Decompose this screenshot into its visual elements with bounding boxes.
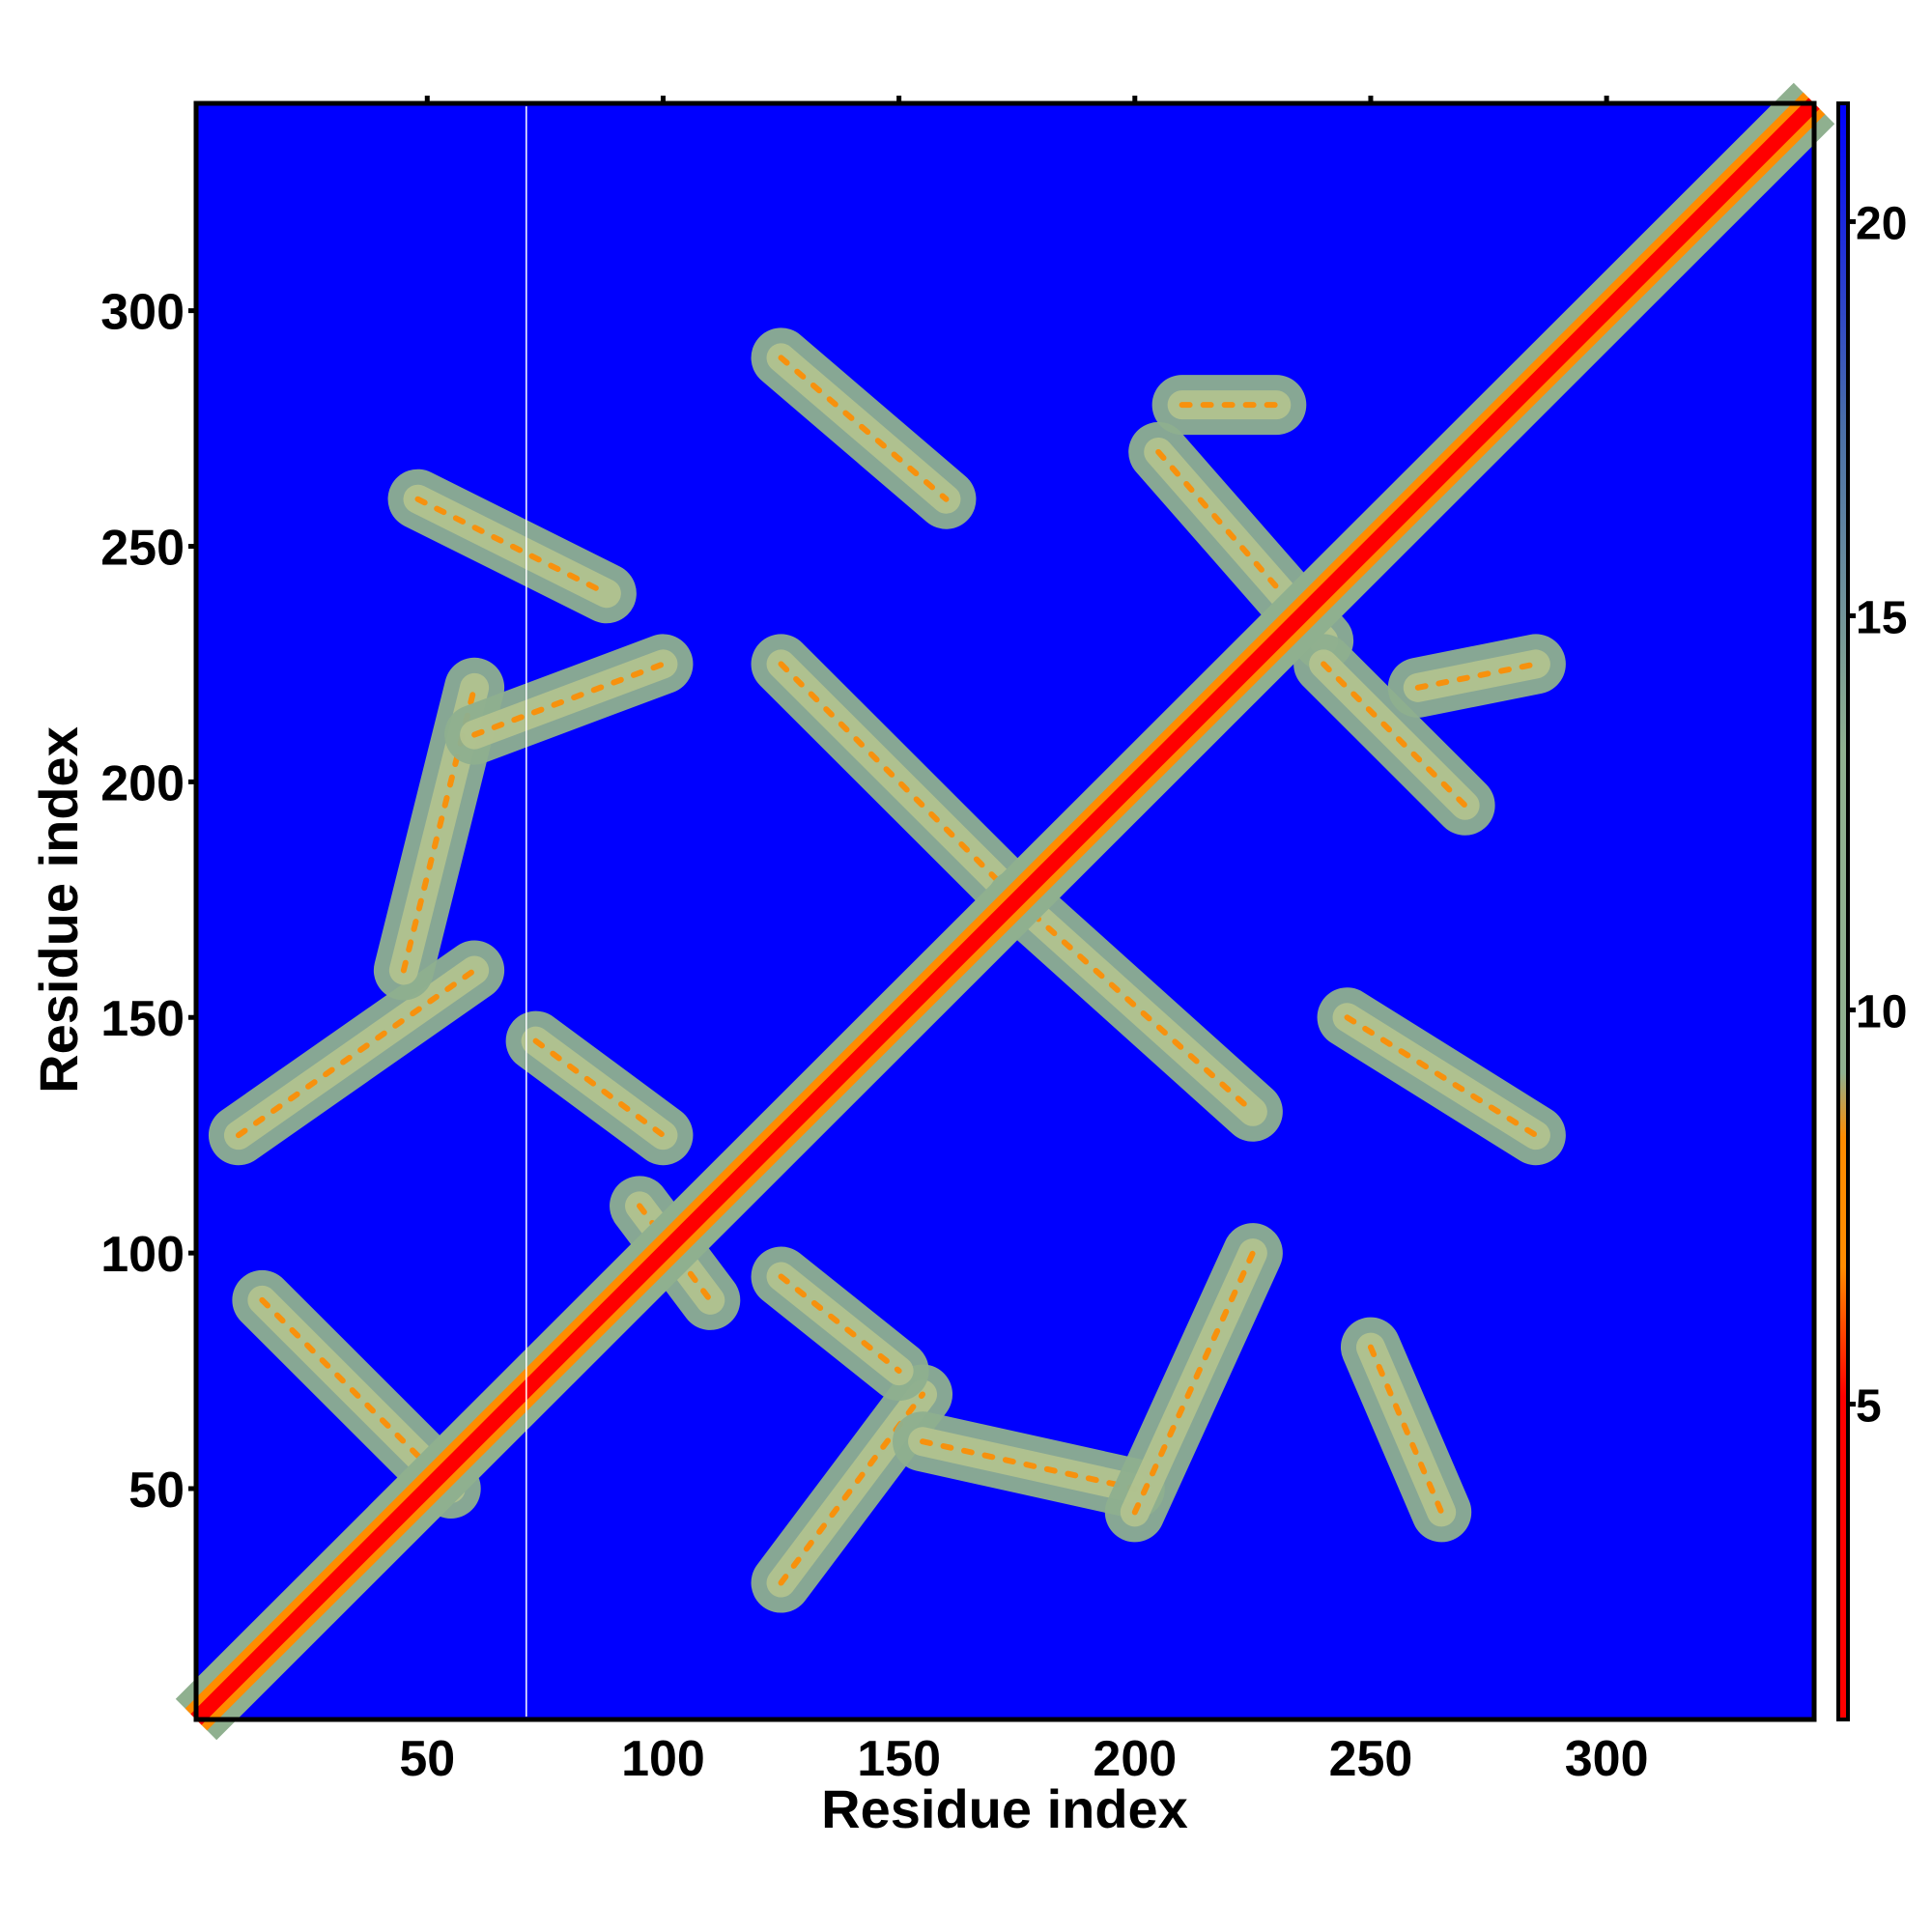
contact-band-core	[778, 355, 950, 502]
contact-band	[505, 1010, 694, 1166]
contact-band	[1317, 987, 1566, 1166]
colorbar-tick-label: 10	[1856, 987, 1907, 1038]
y-tick-label: 300	[100, 285, 185, 341]
y-axis-ticks: 50 100 150 200 250 300	[100, 285, 196, 1519]
contact-band-core	[1367, 1344, 1445, 1516]
y-axis-title: Residue index	[28, 726, 89, 1094]
x-tick-label: 200	[1093, 1731, 1177, 1787]
colorbar-tick-label: 15	[1856, 592, 1907, 643]
y-tick-label: 150	[100, 991, 185, 1047]
contact-band	[444, 634, 694, 765]
colorbar-tick-label: 20	[1856, 198, 1907, 249]
contact-band	[1104, 1223, 1283, 1543]
contact-band-mid	[1309, 649, 1480, 820]
contact-band-core	[920, 1438, 1138, 1492]
colorbar-bar	[1836, 101, 1850, 1721]
y-tick-label: 200	[100, 755, 185, 811]
x-tick-label: 50	[399, 1731, 455, 1787]
contact-band-core	[235, 967, 478, 1139]
contact-band-core	[532, 1037, 667, 1139]
y-tick-label: 50	[128, 1463, 185, 1519]
contact-band	[208, 940, 505, 1166]
contact-band-core	[1155, 448, 1327, 644]
x-axis-ticks: 50 100 150 200 250 300	[399, 96, 1649, 1787]
contact-band-core	[1131, 1250, 1256, 1516]
contact-band-core	[1013, 896, 1256, 1115]
y-tick-label: 100	[100, 1227, 185, 1283]
x-tick-label: 150	[857, 1731, 941, 1787]
diagonal-layer	[175, 82, 1835, 1741]
diagonal-core	[190, 98, 1820, 1725]
contact-band	[1293, 634, 1495, 836]
contact-band	[751, 1246, 929, 1402]
x-tick-label: 300	[1565, 1731, 1649, 1787]
contact-band	[893, 1411, 1165, 1519]
x-axis-title: Residue index	[821, 1778, 1188, 1839]
contact-band-core	[778, 1273, 902, 1375]
contact-band	[387, 469, 637, 624]
contact-band-core	[471, 661, 667, 738]
contact-band	[1340, 1317, 1472, 1543]
contact-band	[751, 327, 977, 529]
contact-band	[1387, 634, 1566, 718]
contact-band	[751, 634, 1047, 930]
x-tick-label: 250	[1329, 1731, 1413, 1787]
plot-frame-layer	[193, 100, 1817, 1722]
y-tick-label: 250	[100, 520, 185, 576]
contact-band-core	[1344, 1014, 1539, 1139]
colorbar: 5 10 15 20	[1836, 101, 1907, 1721]
contact-band-core	[778, 661, 1020, 903]
plot-frame	[193, 100, 1817, 1722]
colorbar-tick-label: 5	[1856, 1381, 1882, 1433]
contact-band-core	[414, 496, 610, 597]
contact-band-core	[1414, 661, 1539, 691]
x-tick-label: 100	[621, 1731, 705, 1787]
contact-band	[986, 869, 1283, 1142]
contact-band-core	[637, 1203, 714, 1303]
